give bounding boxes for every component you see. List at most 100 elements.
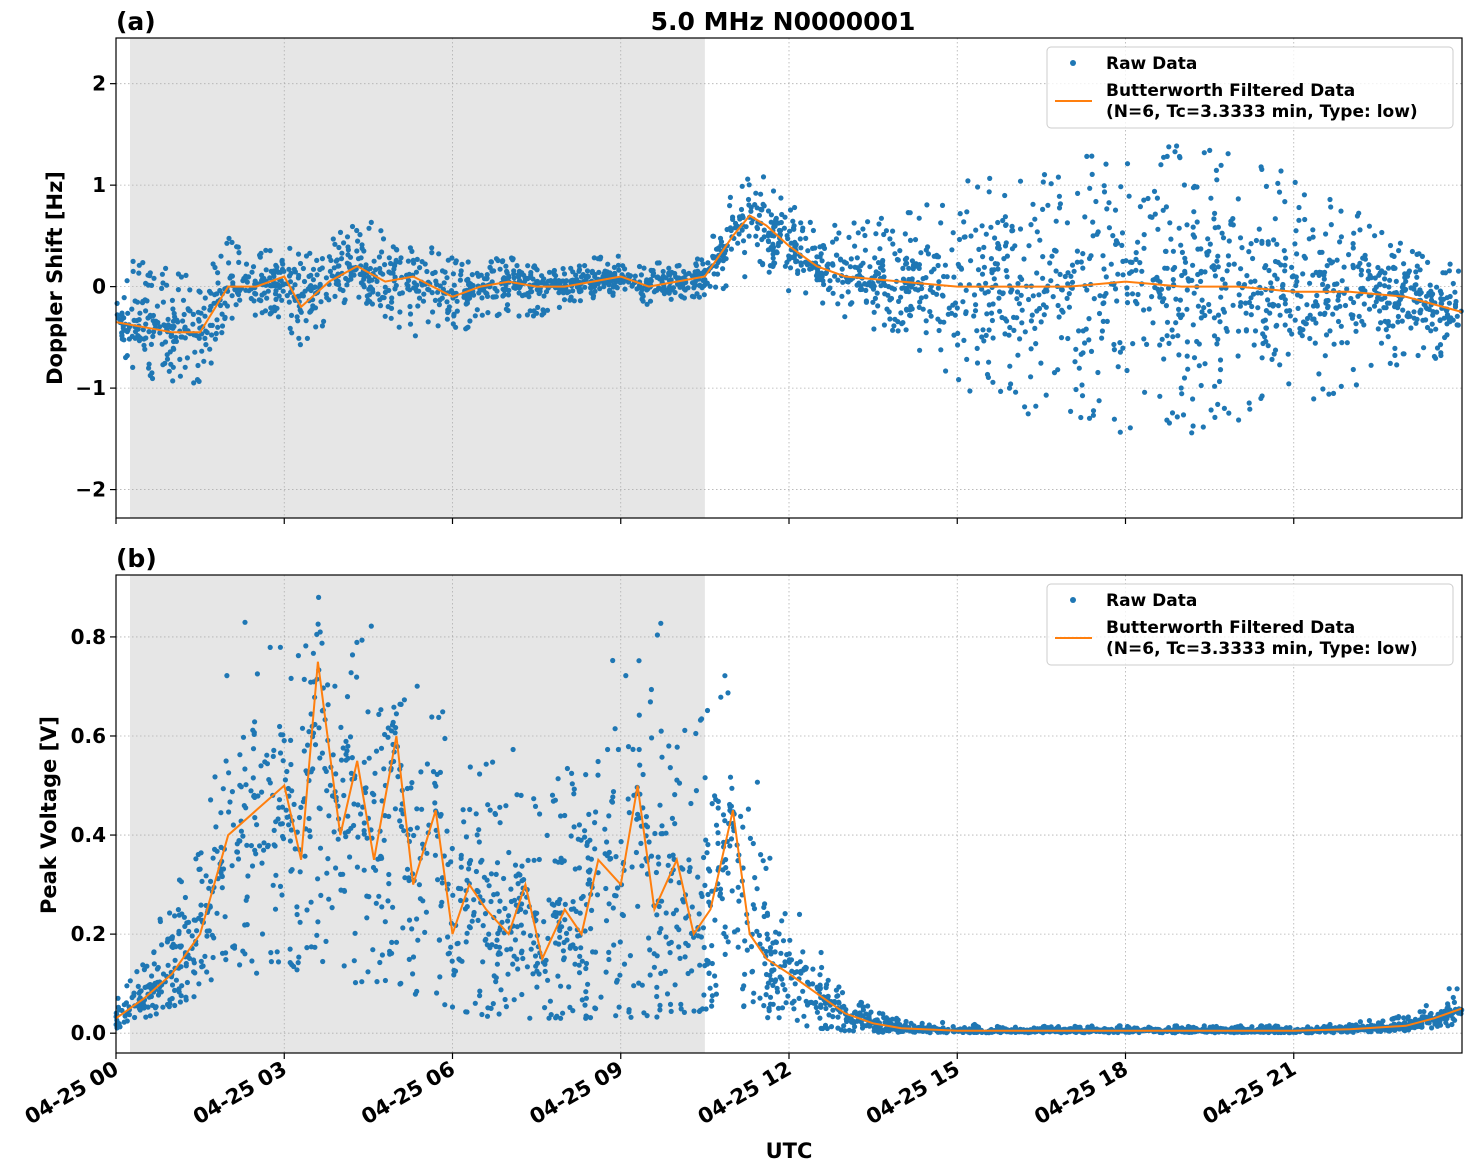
raw-data-point [496,950,502,956]
raw-data-point [178,334,184,340]
raw-data-point [468,857,474,864]
raw-data-point [1314,303,1320,309]
raw-data-point [1055,302,1061,309]
raw-data-point [1127,425,1133,431]
raw-data-point [429,250,435,256]
raw-data-point [1421,345,1427,351]
raw-data-point [1129,291,1136,297]
raw-data-point [560,266,566,272]
raw-data-point [871,326,877,332]
raw-data-point [1003,268,1009,274]
raw-data-point [661,284,667,290]
raw-data-point [475,889,481,895]
raw-data-point [373,748,380,754]
raw-data-point [410,954,417,960]
raw-data-point [860,226,866,232]
raw-data-point [556,941,562,947]
raw-data-point [531,796,537,802]
raw-data-point [1017,226,1024,232]
raw-data-point [820,278,826,284]
raw-data-point [610,905,616,911]
raw-data-point [886,309,892,315]
raw-data-point [614,885,621,891]
raw-data-point [657,1007,663,1013]
raw-data-point [479,295,485,301]
raw-data-point [324,788,330,794]
raw-data-point [954,305,960,311]
raw-data-point [590,293,597,299]
raw-data-point [986,189,992,195]
raw-data-point [709,993,716,999]
raw-data-point [271,304,277,310]
raw-data-point [1221,309,1227,315]
raw-data-point [735,884,741,890]
raw-data-point [196,378,202,384]
raw-data-point [609,799,616,805]
raw-data-point [1182,255,1188,261]
raw-data-point [410,257,416,263]
raw-data-point [814,270,821,277]
raw-data-point [973,302,979,308]
raw-data-point [1417,310,1423,316]
raw-data-point [1454,313,1460,319]
raw-data-point [229,315,235,321]
raw-data-point [986,327,992,333]
raw-data-point [571,786,577,792]
raw-data-point [1115,364,1121,370]
raw-data-point [1090,219,1096,225]
raw-data-point [1216,378,1223,385]
raw-data-point [414,288,420,294]
raw-data-point [691,294,697,300]
raw-data-point [1014,289,1021,295]
raw-data-point [1334,281,1340,287]
raw-data-point [1026,296,1032,303]
raw-data-point [258,250,264,256]
raw-data-point [1163,303,1169,309]
raw-data-point [583,989,589,995]
raw-data-point [643,814,650,820]
raw-data-point [956,236,963,243]
raw-data-point [496,944,503,950]
raw-data-point [1246,249,1252,255]
raw-data-point [891,323,897,329]
raw-data-point [1442,270,1449,276]
raw-data-point [275,314,282,320]
raw-data-point [201,358,207,364]
raw-data-point [453,324,459,330]
raw-data-point [1162,265,1168,271]
raw-data-point [1253,237,1259,244]
raw-data-point [1280,293,1286,299]
raw-data-point [614,977,620,983]
raw-data-point [1150,320,1156,326]
raw-data-point [738,206,745,213]
raw-data-point [132,1014,138,1021]
raw-data-point [990,301,996,307]
raw-data-point [280,261,286,267]
raw-data-point [833,987,840,993]
raw-data-point [208,360,214,366]
raw-data-point [115,1004,121,1010]
raw-data-point [912,237,919,243]
raw-data-point [1423,1003,1429,1009]
raw-data-point [344,282,350,288]
raw-data-point [1028,222,1034,228]
raw-data-point [1214,341,1220,347]
raw-data-point [366,274,372,280]
raw-data-point [265,288,271,294]
raw-data-point [474,832,480,838]
raw-data-point [533,963,539,969]
raw-data-point [1096,310,1103,317]
raw-data-point [173,334,179,340]
raw-data-point [494,961,500,967]
raw-data-point [670,285,677,291]
raw-data-point [458,268,464,274]
raw-data-point [203,873,209,879]
raw-data-point [1082,214,1088,220]
raw-data-point [476,839,482,845]
raw-data-point [583,772,589,778]
raw-data-point [393,246,399,252]
raw-data-point [1230,302,1236,308]
raw-data-point [1021,256,1027,262]
raw-data-point [235,244,241,250]
raw-data-point [709,888,715,894]
